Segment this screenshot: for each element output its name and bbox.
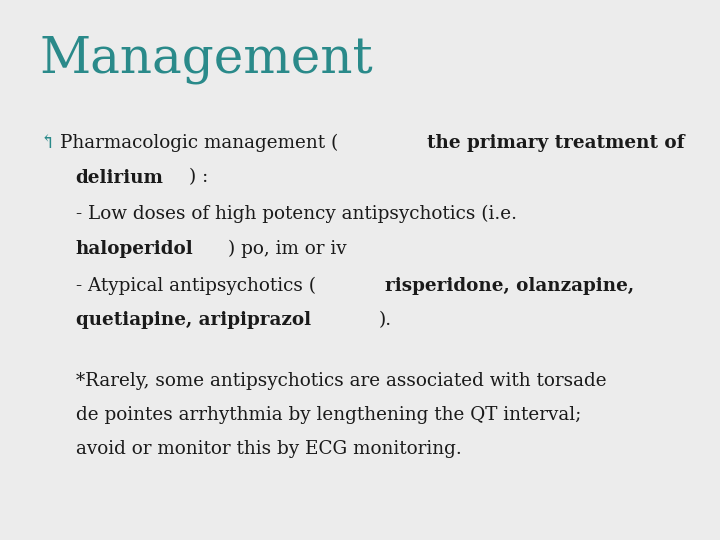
Text: ) :: ) : [189, 168, 208, 186]
Text: - Atypical antipsychotics (: - Atypical antipsychotics ( [76, 276, 315, 294]
Text: haloperidol: haloperidol [76, 240, 194, 258]
Text: - Low doses of high potency antipsychotics (i.e.: - Low doses of high potency antipsychoti… [76, 205, 517, 222]
Text: avoid or monitor this by ECG monitoring.: avoid or monitor this by ECG monitoring. [76, 440, 462, 457]
Text: de pointes arrhythmia by lengthening the QT interval;: de pointes arrhythmia by lengthening the… [76, 406, 581, 424]
Text: quetiapine, aripiprazol: quetiapine, aripiprazol [76, 311, 311, 329]
Text: *Rarely, some antipsychotics are associated with torsade: *Rarely, some antipsychotics are associa… [76, 372, 606, 390]
Text: risperidone, olanzapine,: risperidone, olanzapine, [385, 276, 634, 294]
Text: delirium: delirium [76, 168, 163, 186]
Text: Pharmacologic management (: Pharmacologic management ( [60, 134, 344, 152]
Text: ) po, im or iv: ) po, im or iv [228, 240, 346, 258]
Text: ↰: ↰ [40, 134, 55, 152]
Text: Management: Management [40, 34, 374, 84]
Text: ).: ). [379, 311, 392, 329]
Text: the primary treatment of: the primary treatment of [426, 134, 684, 152]
